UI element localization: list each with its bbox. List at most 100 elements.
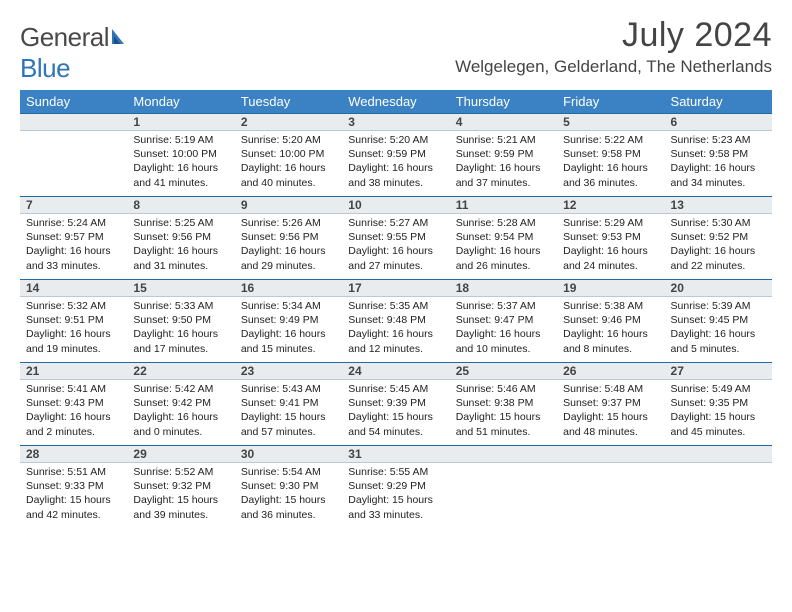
day2-text: and 17 minutes. — [133, 342, 228, 356]
day-number: 25 — [450, 363, 557, 380]
day2-text: and 33 minutes. — [348, 508, 443, 522]
day-cell: Sunrise: 5:27 AMSunset: 9:55 PMDaylight:… — [342, 214, 449, 280]
sunrise-text: Sunrise: 5:19 AM — [133, 133, 228, 147]
week-0-info: Sunrise: 5:19 AMSunset: 10:00 PMDaylight… — [20, 131, 772, 197]
day1-text: Daylight: 15 hours — [456, 410, 551, 424]
sunrise-text: Sunrise: 5:20 AM — [241, 133, 336, 147]
sunset-text: Sunset: 9:38 PM — [456, 396, 551, 410]
day2-text: and 12 minutes. — [348, 342, 443, 356]
day-cell: Sunrise: 5:35 AMSunset: 9:48 PMDaylight:… — [342, 297, 449, 363]
logo-word2: Blue — [20, 53, 70, 83]
day-cell: Sunrise: 5:25 AMSunset: 9:56 PMDaylight:… — [127, 214, 234, 280]
location: Welgelegen, Gelderland, The Netherlands — [455, 57, 772, 77]
day-cell: Sunrise: 5:29 AMSunset: 9:53 PMDaylight:… — [557, 214, 664, 280]
month-title: July 2024 — [455, 16, 772, 55]
day-number: 24 — [342, 363, 449, 380]
day-number: 21 — [20, 363, 127, 380]
sunset-text: Sunset: 9:50 PM — [133, 313, 228, 327]
weekday-sunday: Sunday — [20, 90, 127, 114]
day1-text: Daylight: 15 hours — [671, 410, 766, 424]
weekday-saturday: Saturday — [665, 90, 772, 114]
sunset-text: Sunset: 9:32 PM — [133, 479, 228, 493]
day1-text: Daylight: 16 hours — [241, 327, 336, 341]
day-number — [450, 446, 557, 463]
weekday-thursday: Thursday — [450, 90, 557, 114]
day-cell: Sunrise: 5:41 AMSunset: 9:43 PMDaylight:… — [20, 380, 127, 446]
sunrise-text: Sunrise: 5:51 AM — [26, 465, 121, 479]
sunset-text: Sunset: 9:46 PM — [563, 313, 658, 327]
day2-text: and 54 minutes. — [348, 425, 443, 439]
day-cell: Sunrise: 5:48 AMSunset: 9:37 PMDaylight:… — [557, 380, 664, 446]
day-number: 3 — [342, 114, 449, 131]
day2-text: and 15 minutes. — [241, 342, 336, 356]
day2-text: and 24 minutes. — [563, 259, 658, 273]
sunset-text: Sunset: 9:51 PM — [26, 313, 121, 327]
weekday-header: SundayMondayTuesdayWednesdayThursdayFrid… — [20, 90, 772, 114]
day-number: 29 — [127, 446, 234, 463]
sunrise-text: Sunrise: 5:48 AM — [563, 382, 658, 396]
day-cell: Sunrise: 5:39 AMSunset: 9:45 PMDaylight:… — [665, 297, 772, 363]
day2-text: and 41 minutes. — [133, 176, 228, 190]
day2-text: and 10 minutes. — [456, 342, 551, 356]
day2-text: and 26 minutes. — [456, 259, 551, 273]
sunset-text: Sunset: 9:43 PM — [26, 396, 121, 410]
sunset-text: Sunset: 9:37 PM — [563, 396, 658, 410]
day2-text: and 51 minutes. — [456, 425, 551, 439]
week-3-info: Sunrise: 5:41 AMSunset: 9:43 PMDaylight:… — [20, 380, 772, 446]
sunset-text: Sunset: 9:56 PM — [241, 230, 336, 244]
day-number: 27 — [665, 363, 772, 380]
day-number: 30 — [235, 446, 342, 463]
day-cell: Sunrise: 5:45 AMSunset: 9:39 PMDaylight:… — [342, 380, 449, 446]
day-cell: Sunrise: 5:19 AMSunset: 10:00 PMDaylight… — [127, 131, 234, 197]
sunrise-text: Sunrise: 5:42 AM — [133, 382, 228, 396]
day1-text: Daylight: 16 hours — [456, 327, 551, 341]
day2-text: and 31 minutes. — [133, 259, 228, 273]
day1-text: Daylight: 16 hours — [348, 244, 443, 258]
logo-text: General Blue — [20, 22, 131, 84]
day1-text: Daylight: 16 hours — [671, 244, 766, 258]
sunset-text: Sunset: 9:57 PM — [26, 230, 121, 244]
day-number: 23 — [235, 363, 342, 380]
day-cell: Sunrise: 5:54 AMSunset: 9:30 PMDaylight:… — [235, 463, 342, 529]
day1-text: Daylight: 16 hours — [348, 327, 443, 341]
sunrise-text: Sunrise: 5:26 AM — [241, 216, 336, 230]
sunrise-text: Sunrise: 5:39 AM — [671, 299, 766, 313]
sunset-text: Sunset: 9:45 PM — [671, 313, 766, 327]
day-number: 13 — [665, 197, 772, 214]
day1-text: Daylight: 15 hours — [26, 493, 121, 507]
day-cell: Sunrise: 5:21 AMSunset: 9:59 PMDaylight:… — [450, 131, 557, 197]
day-cell: Sunrise: 5:20 AMSunset: 10:00 PMDaylight… — [235, 131, 342, 197]
header: General Blue July 2024 Welgelegen, Gelde… — [20, 16, 772, 84]
sunrise-text: Sunrise: 5:35 AM — [348, 299, 443, 313]
day-cell: Sunrise: 5:51 AMSunset: 9:33 PMDaylight:… — [20, 463, 127, 529]
sunset-text: Sunset: 9:55 PM — [348, 230, 443, 244]
sunrise-text: Sunrise: 5:27 AM — [348, 216, 443, 230]
day-cell: Sunrise: 5:30 AMSunset: 9:52 PMDaylight:… — [665, 214, 772, 280]
sunrise-text: Sunrise: 5:29 AM — [563, 216, 658, 230]
day-cell: Sunrise: 5:22 AMSunset: 9:58 PMDaylight:… — [557, 131, 664, 197]
day-cell — [665, 463, 772, 529]
day-cell: Sunrise: 5:23 AMSunset: 9:58 PMDaylight:… — [665, 131, 772, 197]
day1-text: Daylight: 16 hours — [133, 410, 228, 424]
day-number: 5 — [557, 114, 664, 131]
day1-text: Daylight: 16 hours — [456, 244, 551, 258]
week-1-daynums: 78910111213 — [20, 197, 772, 214]
day1-text: Daylight: 15 hours — [563, 410, 658, 424]
sunrise-text: Sunrise: 5:38 AM — [563, 299, 658, 313]
day1-text: Daylight: 16 hours — [26, 410, 121, 424]
day-cell: Sunrise: 5:42 AMSunset: 9:42 PMDaylight:… — [127, 380, 234, 446]
week-0-daynums: 123456 — [20, 114, 772, 131]
sunset-text: Sunset: 9:47 PM — [456, 313, 551, 327]
sunset-text: Sunset: 9:48 PM — [348, 313, 443, 327]
day2-text: and 42 minutes. — [26, 508, 121, 522]
week-4-info: Sunrise: 5:51 AMSunset: 9:33 PMDaylight:… — [20, 463, 772, 529]
sunset-text: Sunset: 9:59 PM — [348, 147, 443, 161]
calendar-table: SundayMondayTuesdayWednesdayThursdayFrid… — [20, 90, 772, 529]
day-number: 11 — [450, 197, 557, 214]
day-number: 19 — [557, 280, 664, 297]
sunset-text: Sunset: 9:30 PM — [241, 479, 336, 493]
day-number — [665, 446, 772, 463]
day-cell: Sunrise: 5:34 AMSunset: 9:49 PMDaylight:… — [235, 297, 342, 363]
day2-text: and 40 minutes. — [241, 176, 336, 190]
day1-text: Daylight: 15 hours — [133, 493, 228, 507]
